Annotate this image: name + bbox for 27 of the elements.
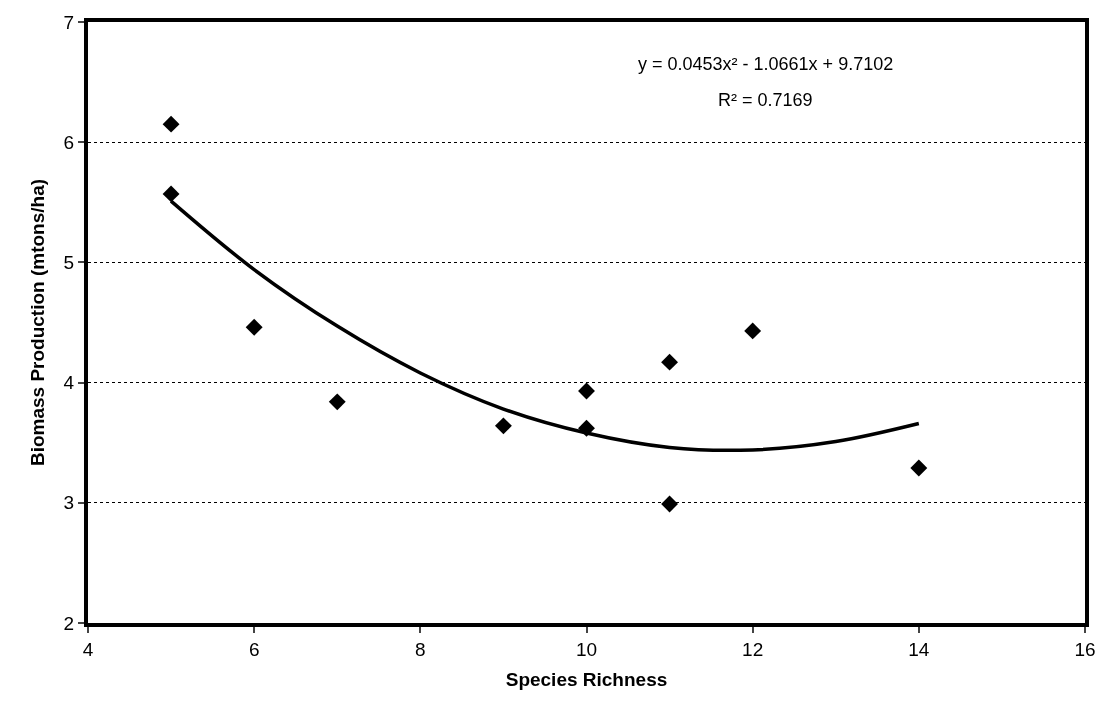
y-tick-label: 5 [63, 252, 75, 274]
point [578, 382, 595, 400]
point [661, 495, 679, 513]
x-tick-label: 16 [1074, 638, 1096, 660]
point [661, 353, 679, 371]
point [162, 115, 180, 133]
point [910, 459, 928, 477]
point [162, 185, 180, 203]
y-tick-label: 4 [63, 372, 75, 394]
y-tick-label: 7 [63, 11, 75, 33]
point [245, 318, 263, 336]
y-tick-label: 2 [63, 612, 75, 634]
x-tick-label: 8 [415, 638, 426, 660]
x-axis-title: Species Richness [505, 669, 668, 691]
annotation: R² = 0.7169 [718, 90, 813, 110]
y-axis-title: Biomass Production (mtons/ha) [26, 178, 48, 467]
x-tick-label: 12 [742, 638, 764, 660]
point [328, 393, 346, 411]
y-tick-label: 6 [63, 131, 75, 153]
x-tick-label: 14 [908, 638, 930, 660]
point [744, 322, 762, 340]
x-tick-label: 10 [575, 638, 598, 660]
x-tick-label: 6 [248, 638, 260, 660]
y-tick-label: 3 [63, 492, 75, 514]
x-tick-label: 4 [82, 638, 94, 660]
annotation: y = 0.0453x² - 1.0661x + 9.7102 [638, 54, 894, 74]
point [494, 417, 512, 435]
